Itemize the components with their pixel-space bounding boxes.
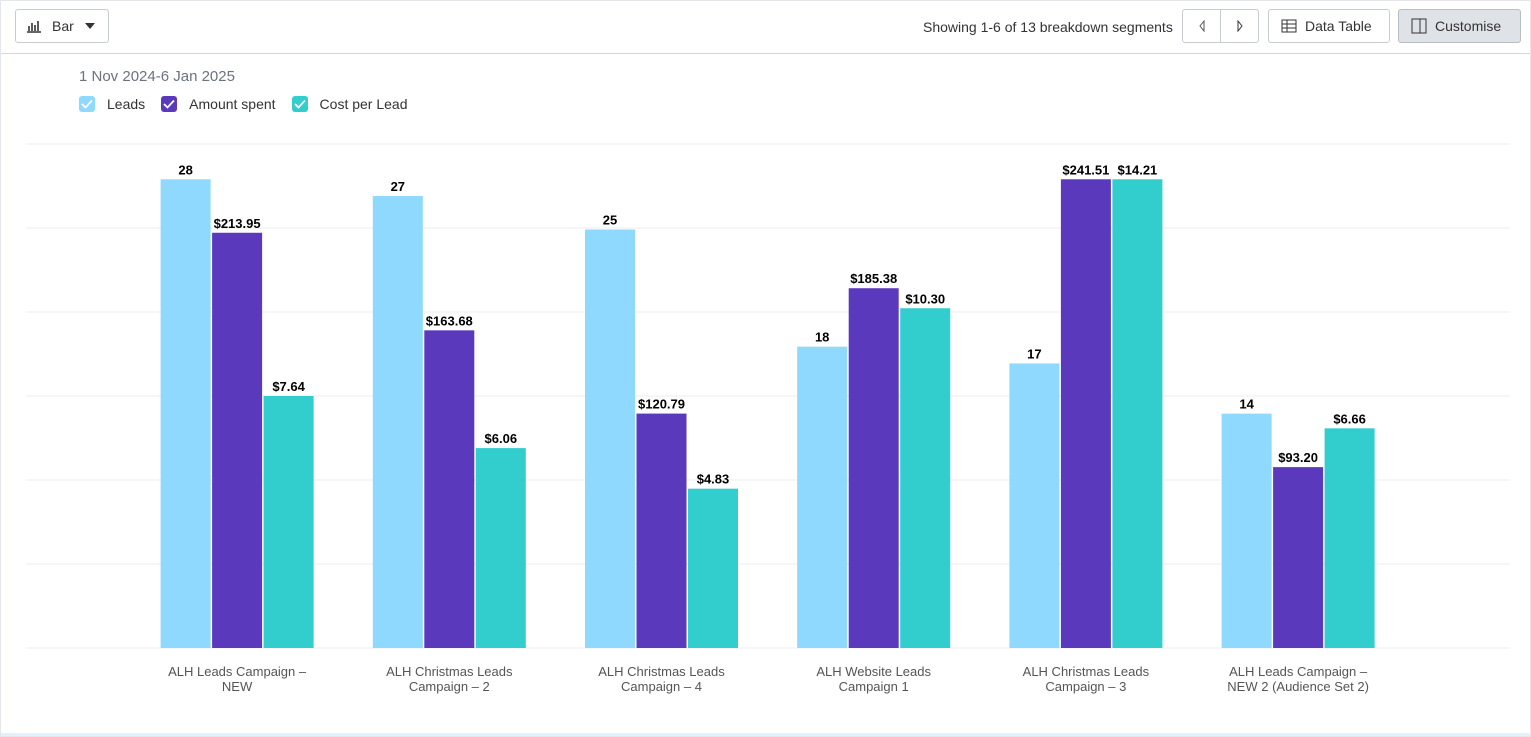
bar xyxy=(212,232,263,649)
legend-item: Cost per Lead xyxy=(291,96,408,112)
bar xyxy=(424,330,475,648)
data-label: 14 xyxy=(1239,397,1254,412)
bar xyxy=(585,229,635,648)
check-icon xyxy=(163,99,175,109)
bar-icon xyxy=(27,21,41,33)
data-label: $93.20 xyxy=(1278,450,1318,465)
table-icon xyxy=(1281,19,1297,33)
legend-checkbox[interactable] xyxy=(291,96,308,112)
legend-label: Leads xyxy=(107,96,146,112)
bar xyxy=(475,448,526,648)
caret xyxy=(84,23,95,29)
bar xyxy=(797,346,848,648)
pagination-text: Showing 1-6 of 13 breakdown segments xyxy=(923,19,1173,35)
data-label: 25 xyxy=(603,213,617,228)
data-label: $241.51 xyxy=(1062,162,1109,177)
bar xyxy=(1324,428,1375,648)
legend-label: Amount spent xyxy=(189,96,276,112)
data-label: 27 xyxy=(391,179,405,194)
check-icon xyxy=(293,99,306,109)
data-label: $6.66 xyxy=(1333,411,1366,426)
legend-checkbox[interactable] xyxy=(79,96,95,112)
chart-type-button[interactable]: Bar xyxy=(15,9,109,43)
x-tick-label: ALH Leads Campaign – NEW xyxy=(168,664,307,694)
next-icon xyxy=(1237,20,1243,32)
bar xyxy=(900,308,951,648)
data-label: $185.38 xyxy=(850,271,897,286)
data-label: 18 xyxy=(815,330,829,345)
data-label: $4.83 xyxy=(697,472,730,487)
data-label: $120.79 xyxy=(638,397,685,412)
legend-checkbox[interactable] xyxy=(161,96,178,112)
customise-button[interactable]: Customise xyxy=(1398,9,1521,43)
x-tick-label: ALH Website Leads Campaign 1 xyxy=(816,664,932,694)
chart-type-label: Bar xyxy=(52,18,74,34)
bar xyxy=(1273,467,1324,648)
check-icon xyxy=(81,99,93,109)
data-label: $10.30 xyxy=(905,291,945,306)
next-button[interactable] xyxy=(1220,9,1259,43)
prev-button[interactable] xyxy=(1182,9,1221,43)
bar xyxy=(263,395,314,648)
bar xyxy=(848,288,899,648)
bar xyxy=(1221,413,1272,648)
legend-item: Leads xyxy=(79,96,145,112)
legend: Leads Amount spent Cost per Lead xyxy=(79,96,408,112)
x-tick-label: ALH Christmas Leads Campaign – 3 xyxy=(1022,664,1150,694)
data-label: $14.21 xyxy=(1118,162,1158,177)
bar xyxy=(1112,179,1163,648)
customise-icon xyxy=(1411,18,1427,34)
data-label: 28 xyxy=(178,162,192,177)
footer-strip xyxy=(1,733,1530,736)
customise-label: Customise xyxy=(1435,18,1502,34)
data-label: 17 xyxy=(1027,346,1041,361)
data-table-label: Data Table xyxy=(1305,18,1372,34)
bar xyxy=(636,413,687,648)
x-tick-label: ALH Christmas Leads Campaign – 2 xyxy=(386,664,513,694)
x-tick-label: ALH Christmas Leads Campaign – 4 xyxy=(598,664,725,694)
data-label: $6.06 xyxy=(485,431,518,446)
data-label: $163.68 xyxy=(426,313,473,328)
x-tick-label: ALH Leads Campaign – NEW 2 (Audience Set… xyxy=(1227,664,1369,694)
bar xyxy=(688,488,738,648)
prev-icon xyxy=(1198,20,1204,32)
bar xyxy=(372,196,423,648)
legend-item: Amount spent xyxy=(161,96,276,112)
data-label: $213.95 xyxy=(214,216,261,231)
bar xyxy=(160,179,211,648)
bar xyxy=(1060,179,1111,648)
data-table-button[interactable]: Data Table xyxy=(1268,9,1390,43)
date-range: 1 Nov 2024-6 Jan 2025 xyxy=(79,68,235,85)
legend-label: Cost per Lead xyxy=(319,96,408,112)
toolbar: Bar Showing 1-6 of 13 breakdown segments… xyxy=(1,1,1530,54)
bar xyxy=(1009,363,1060,648)
data-label: $7.64 xyxy=(272,379,305,394)
